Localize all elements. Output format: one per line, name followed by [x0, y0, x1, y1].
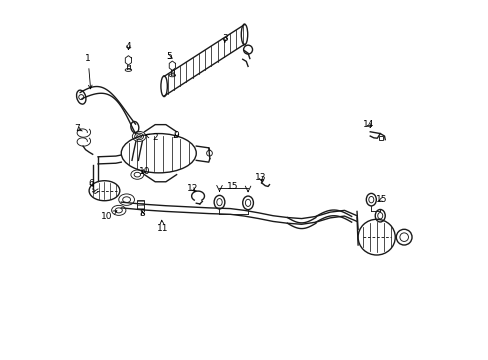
Text: 15: 15 [375, 195, 387, 204]
Text: 9: 9 [173, 131, 179, 140]
Text: 8: 8 [140, 210, 145, 219]
Text: 13: 13 [254, 173, 266, 182]
Text: 6: 6 [88, 179, 94, 188]
Text: 15: 15 [227, 181, 238, 190]
Text: 11: 11 [156, 220, 168, 233]
Bar [137, 200, 144, 208]
Text: 12: 12 [186, 184, 198, 193]
Text: 10: 10 [101, 211, 117, 221]
Text: 2: 2 [145, 132, 158, 141]
Text: 10: 10 [139, 167, 150, 176]
Text: 1: 1 [85, 54, 92, 89]
Text: 5: 5 [165, 52, 172, 61]
Text: 7: 7 [74, 124, 82, 133]
Text: 4: 4 [125, 41, 131, 50]
Text: 3: 3 [222, 35, 227, 44]
Text: 14: 14 [363, 120, 374, 129]
Bar [378, 136, 382, 140]
